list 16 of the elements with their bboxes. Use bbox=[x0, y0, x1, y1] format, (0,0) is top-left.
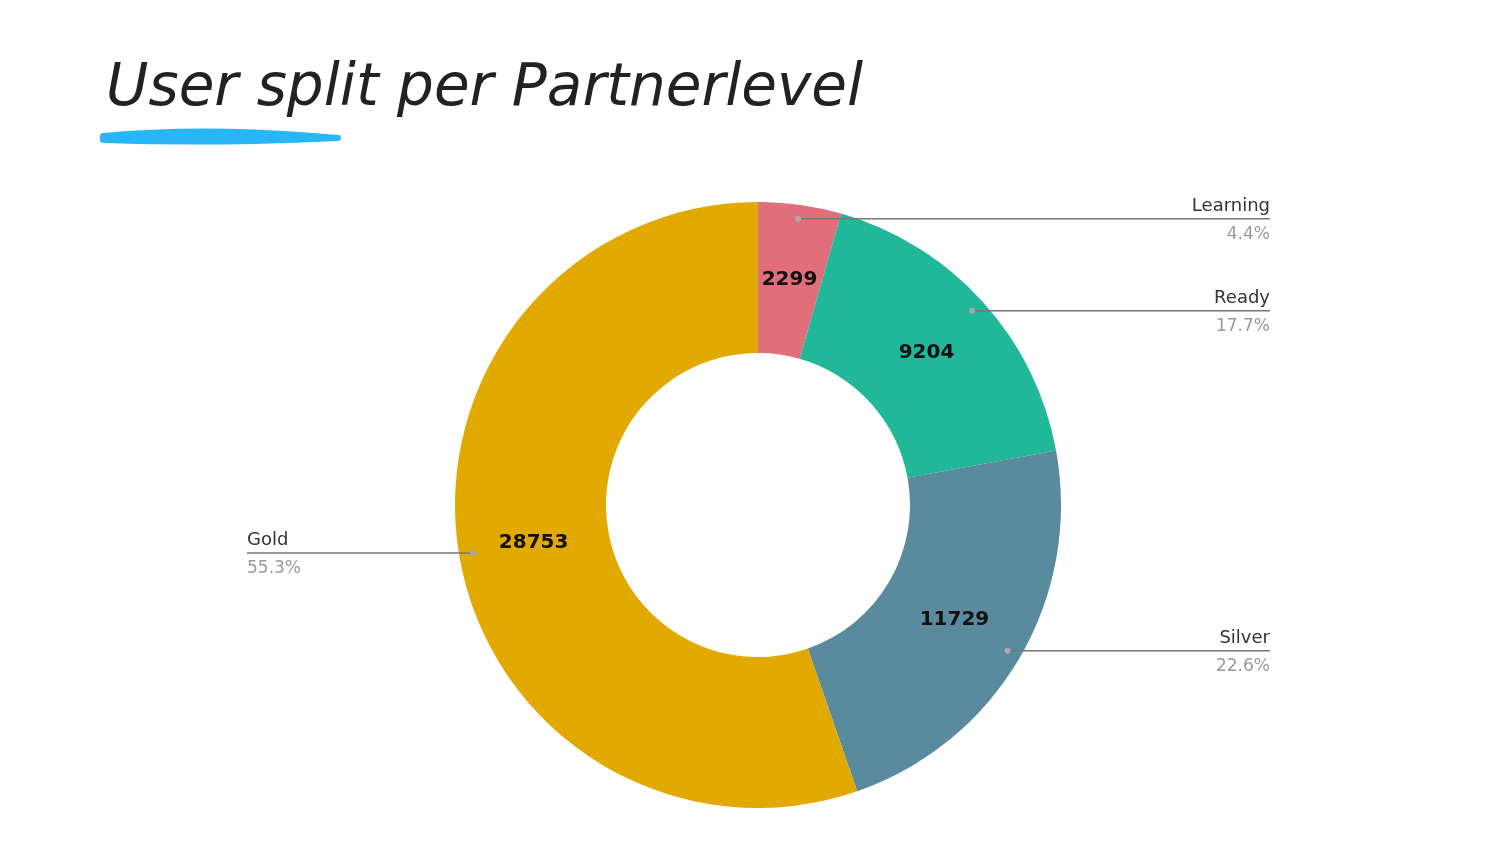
text: 17.7% bbox=[1215, 314, 1270, 335]
data-label: 11729 bbox=[919, 606, 990, 631]
slice-label: Learning bbox=[1191, 193, 1270, 215]
data-label: 2299 bbox=[761, 266, 818, 291]
slice-label: Gold bbox=[247, 527, 289, 549]
donut-slice bbox=[758, 202, 842, 359]
text: 4.4% bbox=[1226, 222, 1270, 243]
data-label: 28753 bbox=[498, 529, 569, 554]
donut-slice bbox=[455, 202, 858, 808]
data-label: 9204 bbox=[898, 338, 955, 363]
chart-title: User split per Partnerlevel bbox=[106, 51, 864, 119]
donut-slice bbox=[807, 450, 1061, 792]
slice-label: Silver bbox=[1219, 625, 1271, 647]
slice-label: Ready bbox=[1214, 285, 1271, 307]
text: 22.6% bbox=[1215, 654, 1270, 675]
text: 55.3% bbox=[247, 556, 302, 577]
